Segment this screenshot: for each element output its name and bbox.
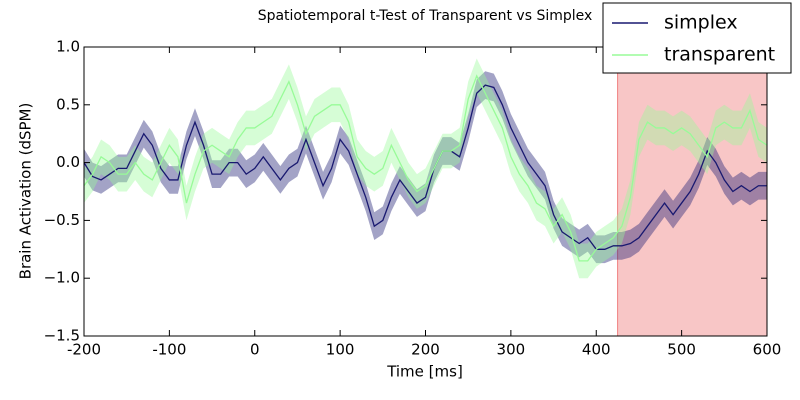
chart-title: Spatiotemporal t-Test of Transparent vs … bbox=[258, 8, 593, 24]
y-tick-label: −1.0 bbox=[44, 269, 80, 287]
legend-label: simplex bbox=[664, 12, 738, 34]
plot-area bbox=[83, 46, 768, 337]
x-tick-label: -100 bbox=[152, 341, 186, 359]
y-axis-label: Brain Activation (dSPM) bbox=[17, 103, 35, 280]
legend: simplex transparent bbox=[602, 2, 792, 74]
x-tick-label: 400 bbox=[582, 341, 611, 359]
series-line bbox=[83, 84, 767, 250]
x-axis-label: Time [ms] bbox=[386, 363, 463, 381]
x-tick-label: 0 bbox=[250, 341, 260, 359]
x-tick-label: 200 bbox=[411, 341, 440, 359]
x-tick-label: 600 bbox=[753, 341, 782, 359]
confidence-band bbox=[84, 71, 767, 264]
y-tick-label: 1.0 bbox=[56, 38, 80, 56]
x-tick-label: -200 bbox=[67, 341, 101, 359]
y-tick-label: 0.0 bbox=[56, 153, 80, 171]
y-tick-label: −0.5 bbox=[44, 211, 80, 229]
legend-label: transparent bbox=[664, 44, 775, 66]
y-tick-label: −1.5 bbox=[44, 327, 80, 345]
legend-box bbox=[602, 2, 792, 74]
highlight-span bbox=[617, 46, 768, 337]
x-tick-label: 300 bbox=[497, 341, 526, 359]
series-line bbox=[83, 74, 768, 262]
y-tick-label: 0.5 bbox=[56, 95, 80, 113]
x-tick-label: 100 bbox=[326, 341, 355, 359]
confidence-band bbox=[84, 58, 767, 279]
x-tick-label: 500 bbox=[667, 341, 696, 359]
